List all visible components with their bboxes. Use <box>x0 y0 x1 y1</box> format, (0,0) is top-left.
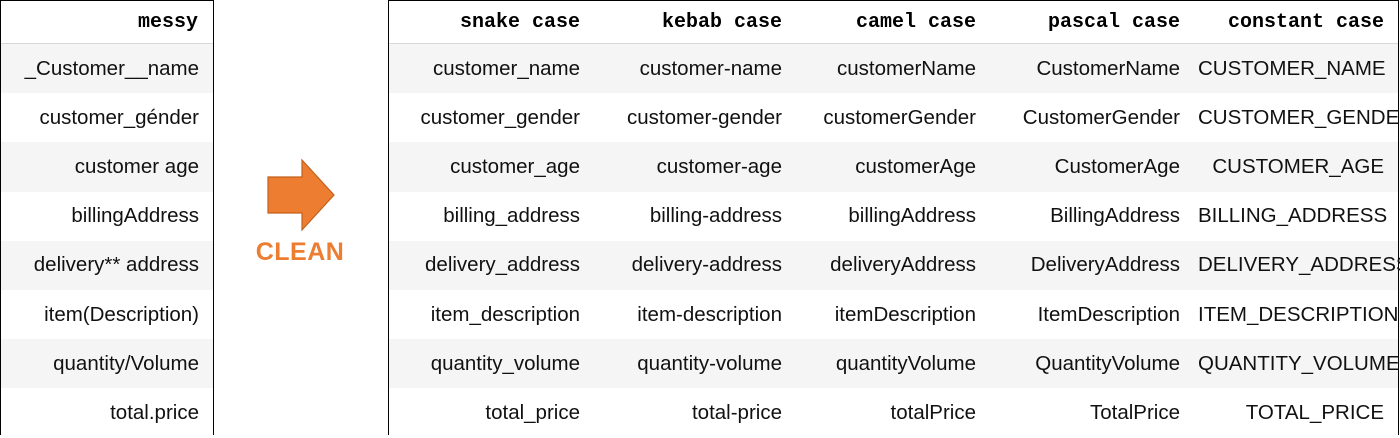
constant-case-cell: TOTAL_PRICE <box>1194 388 1398 438</box>
camel-case-cell: totalPrice <box>795 388 989 438</box>
clean-header-row: snake case kebab case camel case pascal … <box>389 1 1398 44</box>
messy-table-panel: messy _Customer__name customer_génder cu… <box>0 0 214 438</box>
snake-case-cell: billing_address <box>389 191 594 241</box>
table-row: delivery_address delivery-address delive… <box>389 240 1400 290</box>
messy-cell: billingAddress <box>1 191 213 241</box>
messy-cell: quantity/Volume <box>1 339 213 389</box>
pascal-case-cell: CustomerAge <box>989 142 1194 192</box>
pascal-case-cell: DeliveryAddress <box>989 240 1194 290</box>
snake-case-cell: delivery_address <box>389 240 594 290</box>
kebab-case-cell: billing-address <box>594 191 795 241</box>
constant-case-cell: ITEM_DESCRIPTION <box>1194 289 1398 340</box>
snake-case-cell: item_description <box>389 289 594 340</box>
messy-cell: customer age <box>1 142 213 192</box>
table-row: customer_age customer-age customerAge Cu… <box>389 142 1398 192</box>
column-header-kebab-case: kebab case <box>594 1 795 44</box>
table-row: customer_génder <box>1 93 213 143</box>
clean-label: CLEAN <box>255 238 345 266</box>
messy-header-row: messy <box>1 1 213 44</box>
column-header-constant-case: constant case <box>1194 1 1398 44</box>
camel-case-cell: customerName <box>795 43 989 94</box>
kebab-case-cell: customer-age <box>594 142 795 192</box>
constant-case-cell: CUSTOMER_NAME <box>1194 43 1398 94</box>
kebab-case-cell: customer-gender <box>594 93 795 143</box>
pascal-case-cell: BillingAddress <box>989 191 1194 241</box>
snake-case-cell: customer_gender <box>389 93 594 143</box>
snake-case-cell: customer_name <box>389 43 594 94</box>
camel-case-cell: customerGender <box>795 93 989 143</box>
constant-case-cell: DELIVERY_ADDRESS <box>1194 240 1400 290</box>
kebab-case-cell: total-price <box>594 388 795 438</box>
camel-case-cell: deliveryAddress <box>795 240 989 290</box>
constant-case-cell: CUSTOMER_GENDER <box>1194 93 1400 143</box>
table-row: quantity_volume quantity-volume quantity… <box>389 339 1400 389</box>
clean-table-panel: snake case kebab case camel case pascal … <box>388 0 1400 438</box>
column-header-camel-case: camel case <box>795 1 989 44</box>
table-row: customer_name customer-name customerName… <box>389 43 1398 94</box>
snake-case-cell: quantity_volume <box>389 339 594 389</box>
table-row: billingAddress <box>1 191 213 241</box>
right-arrow-icon <box>267 158 335 232</box>
kebab-case-cell: quantity-volume <box>594 339 795 389</box>
table-row: quantity/Volume <box>1 339 213 389</box>
kebab-case-cell: customer-name <box>594 43 795 94</box>
kebab-case-cell: item-description <box>594 289 795 340</box>
messy-cell: _Customer__name <box>1 43 213 94</box>
messy-cell: item(Description) <box>1 289 213 340</box>
messy-column-header: messy <box>1 1 213 44</box>
snake-case-cell: total_price <box>389 388 594 438</box>
table-row: total_price total-price totalPrice Total… <box>389 388 1398 438</box>
kebab-case-cell: delivery-address <box>594 240 795 290</box>
constant-case-cell: CUSTOMER_AGE <box>1194 142 1398 192</box>
camel-case-cell: billingAddress <box>795 191 989 241</box>
table-row: billing_address billing-address billingA… <box>389 191 1398 241</box>
camel-case-cell: customerAge <box>795 142 989 192</box>
pascal-case-cell: CustomerName <box>989 43 1194 94</box>
pascal-case-cell: TotalPrice <box>989 388 1194 438</box>
column-header-snake-case: snake case <box>389 1 594 44</box>
messy-cell: total.price <box>1 388 213 438</box>
messy-table: messy _Customer__name customer_génder cu… <box>1 1 213 438</box>
pascal-case-cell: QuantityVolume <box>989 339 1194 389</box>
table-row: total.price <box>1 388 213 438</box>
table-row: item(Description) <box>1 289 213 340</box>
camel-case-cell: quantityVolume <box>795 339 989 389</box>
messy-cell: customer_génder <box>1 93 213 143</box>
camel-case-cell: itemDescription <box>795 289 989 340</box>
table-row: delivery** address <box>1 240 213 290</box>
clean-table: snake case kebab case camel case pascal … <box>389 1 1400 438</box>
table-row: _Customer__name <box>1 43 213 94</box>
snake-case-cell: customer_age <box>389 142 594 192</box>
pascal-case-cell: CustomerGender <box>989 93 1194 143</box>
pascal-case-cell: ItemDescription <box>989 289 1194 340</box>
column-header-pascal-case: pascal case <box>989 1 1194 44</box>
table-row: customer age <box>1 142 213 192</box>
table-row: item_description item-description itemDe… <box>389 289 1398 340</box>
messy-cell: delivery** address <box>1 240 213 290</box>
table-row: customer_gender customer-gender customer… <box>389 93 1400 143</box>
constant-case-cell: BILLING_ADDRESS <box>1194 191 1398 241</box>
constant-case-cell: QUANTITY_VOLUME <box>1194 339 1400 389</box>
